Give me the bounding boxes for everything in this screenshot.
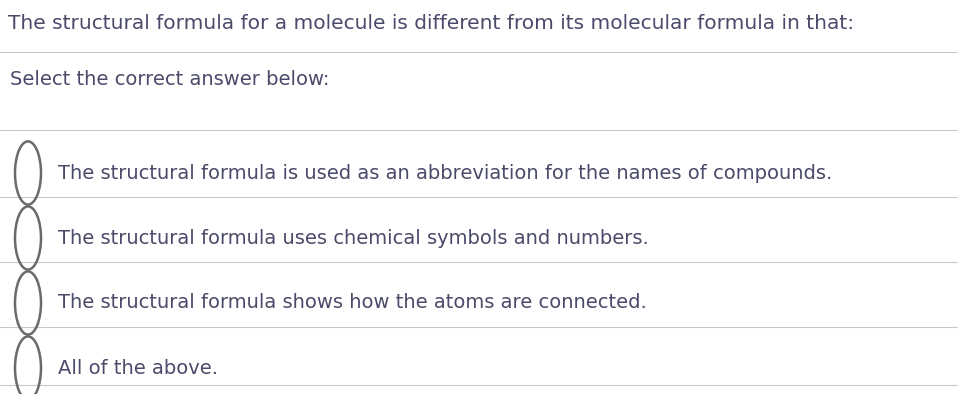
Text: The structural formula for a molecule is different from its molecular formula in: The structural formula for a molecule is…	[8, 14, 855, 33]
Text: The structural formula is used as an abbreviation for the names of compounds.: The structural formula is used as an abb…	[58, 164, 833, 182]
Text: The structural formula uses chemical symbols and numbers.: The structural formula uses chemical sym…	[58, 229, 649, 247]
Text: The structural formula shows how the atoms are connected.: The structural formula shows how the ato…	[58, 294, 647, 312]
Text: All of the above.: All of the above.	[58, 359, 218, 377]
Text: Select the correct answer below:: Select the correct answer below:	[10, 70, 330, 89]
